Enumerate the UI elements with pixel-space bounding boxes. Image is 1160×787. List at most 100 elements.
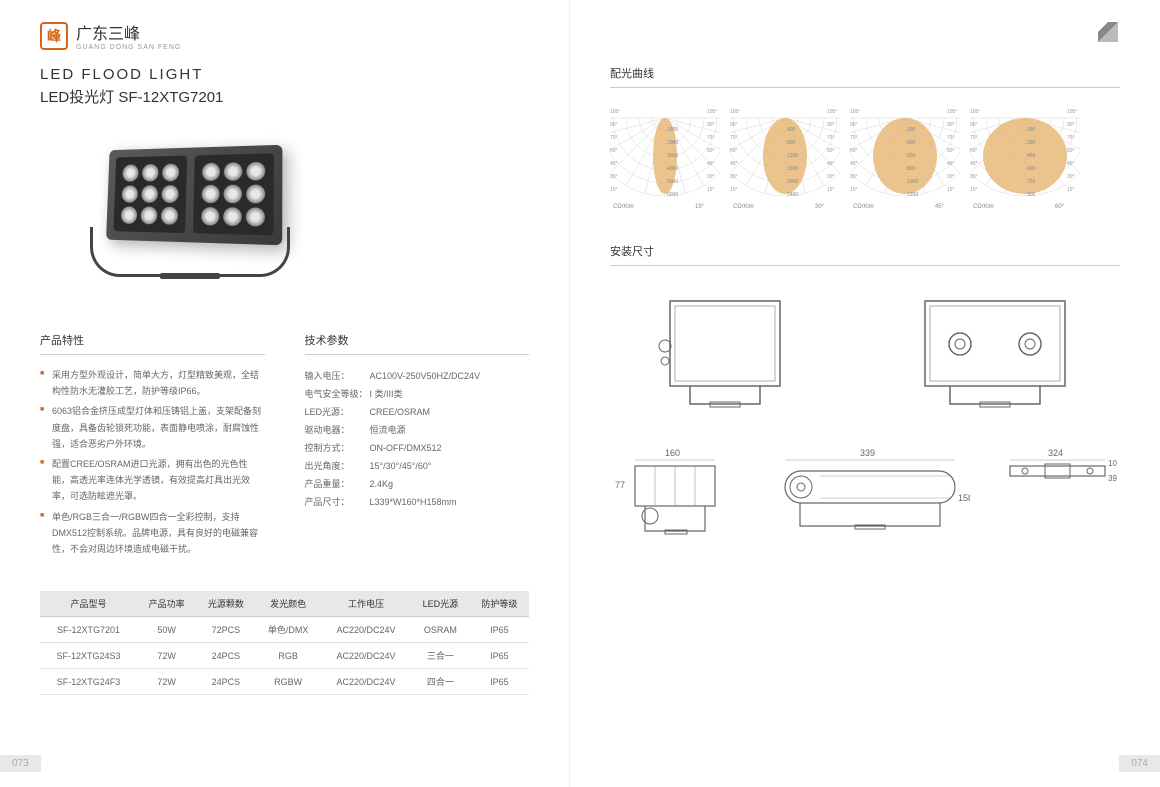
brand-logo: 峰 广东三峰 GUANG DONG SAN FENG xyxy=(40,20,529,51)
svg-text:CD/Klm: CD/Klm xyxy=(973,204,994,210)
feature-item: 配置CREE/OSRAM进口光源，拥有出色的光色性能，高透光率连体光学透镜，有效… xyxy=(40,456,265,505)
svg-text:90°: 90° xyxy=(827,122,835,128)
svg-text:75°: 75° xyxy=(850,135,858,141)
svg-text:900: 900 xyxy=(1027,192,1036,198)
svg-text:15°: 15° xyxy=(1067,187,1075,193)
svg-text:45°: 45° xyxy=(610,161,618,167)
table-header: 光源颗数 xyxy=(196,591,255,617)
spec-item: 电气安全等级：I 类/III类 xyxy=(305,385,530,403)
svg-text:30°: 30° xyxy=(1067,174,1075,180)
svg-text:45°: 45° xyxy=(850,161,858,167)
svg-text:15°: 15° xyxy=(707,187,715,193)
svg-text:105°: 105° xyxy=(827,109,837,115)
svg-text:77: 77 xyxy=(615,480,625,490)
svg-text:10: 10 xyxy=(1108,459,1117,468)
polar-charts: 100020003000400050006000105°105°90°90°75… xyxy=(610,103,1120,213)
svg-text:75°: 75° xyxy=(730,135,738,141)
spec-item: 出光角度：15°/30°/45°/60° xyxy=(305,457,530,475)
svg-text:90°: 90° xyxy=(850,122,858,128)
table-row: SF-12XTG24S372W24PCSRGBAC220/DC24V三合一IP6… xyxy=(40,643,529,669)
svg-text:90°: 90° xyxy=(730,122,738,128)
svg-text:45°: 45° xyxy=(827,161,835,167)
svg-text:400: 400 xyxy=(907,140,916,146)
svg-text:2000: 2000 xyxy=(787,179,798,185)
table-header: 产品型号 xyxy=(40,591,137,617)
svg-text:2000: 2000 xyxy=(667,140,678,146)
svg-text:90°: 90° xyxy=(947,122,955,128)
svg-text:30°: 30° xyxy=(947,174,955,180)
svg-text:45°: 45° xyxy=(970,161,978,167)
svg-text:75°: 75° xyxy=(1067,135,1075,141)
dims-heading: 安装尺寸 xyxy=(610,243,1120,266)
svg-text:30°: 30° xyxy=(610,174,618,180)
svg-text:75°: 75° xyxy=(707,135,715,141)
svg-text:15°: 15° xyxy=(827,187,835,193)
table-row: SF-12XTG24F372W24PCSRGBWAC220/DC24V四合一IP… xyxy=(40,669,529,695)
title-english: LED FLOOD LIGHT xyxy=(40,66,529,83)
svg-text:1200: 1200 xyxy=(787,153,798,159)
svg-text:5000: 5000 xyxy=(667,179,678,185)
svg-text:30°: 30° xyxy=(827,174,835,180)
svg-text:60°: 60° xyxy=(827,148,835,154)
spec-item: 驱动电器：恒流电源 xyxy=(305,421,530,439)
svg-text:15°: 15° xyxy=(947,187,955,193)
svg-text:CD/Klm: CD/Klm xyxy=(853,204,874,210)
polar-chart: 20040060080010001200105°105°90°90°75°75°… xyxy=(850,103,960,213)
title-chinese: LED投光灯 SF-12XTG7201 xyxy=(40,86,529,107)
table-header: LED光源 xyxy=(411,591,470,617)
svg-text:339: 339 xyxy=(860,448,875,458)
svg-text:1600: 1600 xyxy=(787,166,798,172)
svg-text:45°: 45° xyxy=(1067,161,1075,167)
svg-text:60°: 60° xyxy=(947,148,955,154)
svg-text:105°: 105° xyxy=(947,109,957,115)
svg-text:CD/Klm: CD/Klm xyxy=(613,204,634,210)
logo-subtitle: GUANG DONG SAN FENG xyxy=(76,44,181,51)
dimension-drawings: 160 77 339 xyxy=(610,286,1120,558)
svg-text:15°: 15° xyxy=(850,187,858,193)
table-header: 产品功率 xyxy=(137,591,196,617)
svg-text:15°: 15° xyxy=(695,204,705,210)
svg-text:150: 150 xyxy=(1027,127,1036,133)
svg-text:60°: 60° xyxy=(730,148,738,154)
svg-text:105°: 105° xyxy=(1067,109,1077,115)
svg-text:90°: 90° xyxy=(1067,122,1075,128)
corner-icon xyxy=(1096,20,1120,44)
feature-item: 采用方型外观设计，简单大方，灯型精致美观，全结构性防水无灌胶工艺，防护等级IP6… xyxy=(40,367,265,399)
svg-text:800: 800 xyxy=(787,140,796,146)
polar-chart: 150300450600750900105°105°90°90°75°75°60… xyxy=(970,103,1080,213)
svg-text:15°: 15° xyxy=(970,187,978,193)
svg-text:60°: 60° xyxy=(970,148,978,154)
svg-text:30°: 30° xyxy=(707,174,715,180)
svg-text:1000: 1000 xyxy=(667,127,678,133)
svg-text:45°: 45° xyxy=(707,161,715,167)
polar-heading: 配光曲线 xyxy=(610,65,1120,88)
logo-text: 广东三峰 xyxy=(76,20,181,44)
svg-text:60°: 60° xyxy=(707,148,715,154)
svg-text:800: 800 xyxy=(907,166,916,172)
svg-text:400: 400 xyxy=(787,127,796,133)
svg-text:105°: 105° xyxy=(707,109,717,115)
page-number-right: 074 xyxy=(1119,755,1160,772)
svg-text:90°: 90° xyxy=(707,122,715,128)
svg-text:2400: 2400 xyxy=(787,192,798,198)
table-row: SF-12XTG720150W72PCS单色/DMXAC220/DC24VOSR… xyxy=(40,617,529,643)
svg-text:15°: 15° xyxy=(730,187,738,193)
svg-text:60°: 60° xyxy=(1067,148,1075,154)
logo-icon: 峰 xyxy=(40,22,68,50)
svg-text:CD/Klm: CD/Klm xyxy=(733,204,754,210)
svg-text:1200: 1200 xyxy=(907,192,918,198)
svg-text:300: 300 xyxy=(1027,140,1036,146)
svg-text:45°: 45° xyxy=(935,204,945,210)
svg-text:60°: 60° xyxy=(850,148,858,154)
svg-text:105°: 105° xyxy=(730,109,740,115)
svg-text:1000: 1000 xyxy=(907,179,918,185)
polar-chart: 4008001200160020002400105°105°90°90°75°7… xyxy=(730,103,840,213)
svg-text:600: 600 xyxy=(1027,166,1036,172)
page-number-left: 073 xyxy=(0,755,41,772)
spec-item: 产品尺寸：L339*W160*H158mm xyxy=(305,493,530,511)
svg-text:75°: 75° xyxy=(970,135,978,141)
spec-item: 输入电压：AC100V-250V50HZ/DC24V xyxy=(305,367,530,385)
svg-text:60°: 60° xyxy=(610,148,618,154)
svg-text:90°: 90° xyxy=(970,122,978,128)
polar-chart: 100020003000400050006000105°105°90°90°75… xyxy=(610,103,720,213)
